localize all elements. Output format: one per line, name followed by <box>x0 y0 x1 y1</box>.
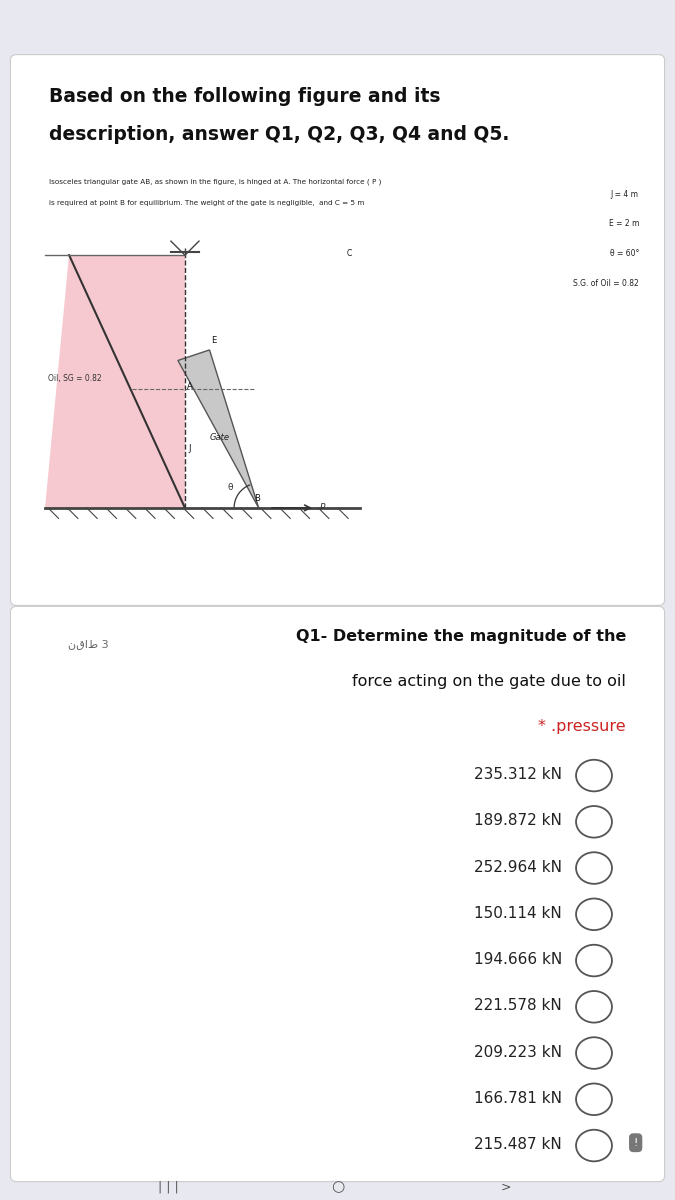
Text: is required at point B for equilibrium. The weight of the gate is negligible,  a: is required at point B for equilibrium. … <box>49 200 364 206</box>
FancyBboxPatch shape <box>10 54 664 605</box>
Text: Gate: Gate <box>210 433 230 442</box>
Text: | | |: | | | <box>159 1181 179 1193</box>
Text: Q1- Determine the magnitude of the: Q1- Determine the magnitude of the <box>296 629 626 644</box>
Text: Isosceles triangular gate AB, as shown in the figure, is hinged at A. The horizo: Isosceles triangular gate AB, as shown i… <box>49 179 381 185</box>
Text: 189.872 kN: 189.872 kN <box>474 814 562 828</box>
Text: θ = 60°: θ = 60° <box>610 248 639 258</box>
FancyBboxPatch shape <box>12 56 666 607</box>
Text: A: A <box>187 383 192 391</box>
Text: P: P <box>320 503 325 512</box>
Text: S.G. of Oil = 0.82: S.G. of Oil = 0.82 <box>573 278 639 288</box>
Text: B: B <box>254 493 260 503</box>
Text: J: J <box>188 444 191 452</box>
Text: >: > <box>501 1181 512 1193</box>
Text: Oil, SG = 0.82: Oil, SG = 0.82 <box>48 373 102 383</box>
Text: Based on the following figure and its: Based on the following figure and its <box>49 86 440 106</box>
Text: 194.666 kN: 194.666 kN <box>474 952 562 967</box>
Polygon shape <box>178 350 259 508</box>
Text: force acting on the gate due to oil: force acting on the gate due to oil <box>352 674 626 689</box>
Text: 221.578 kN: 221.578 kN <box>474 998 562 1013</box>
Text: description, answer Q1, Q2, Q3, Q4 and Q5.: description, answer Q1, Q2, Q3, Q4 and Q… <box>49 125 510 144</box>
Text: نقاط 3: نقاط 3 <box>68 641 109 650</box>
Text: θ: θ <box>227 484 233 492</box>
Text: 150.114 kN: 150.114 kN <box>474 906 562 920</box>
Text: 209.223 kN: 209.223 kN <box>474 1044 562 1060</box>
FancyBboxPatch shape <box>10 606 664 1182</box>
Text: ○: ○ <box>331 1180 344 1194</box>
Text: !: ! <box>634 1138 638 1147</box>
Text: C: C <box>347 248 352 258</box>
Text: 166.781 kN: 166.781 kN <box>474 1091 562 1106</box>
Text: * .pressure: * .pressure <box>539 719 626 734</box>
Polygon shape <box>45 256 185 508</box>
Text: E = 2 m: E = 2 m <box>609 220 639 228</box>
Text: 252.964 kN: 252.964 kN <box>474 859 562 875</box>
Text: 235.312 kN: 235.312 kN <box>474 767 562 782</box>
Text: J = 4 m: J = 4 m <box>611 190 639 198</box>
Text: 215.487 kN: 215.487 kN <box>474 1138 562 1152</box>
Text: E: E <box>211 336 217 344</box>
